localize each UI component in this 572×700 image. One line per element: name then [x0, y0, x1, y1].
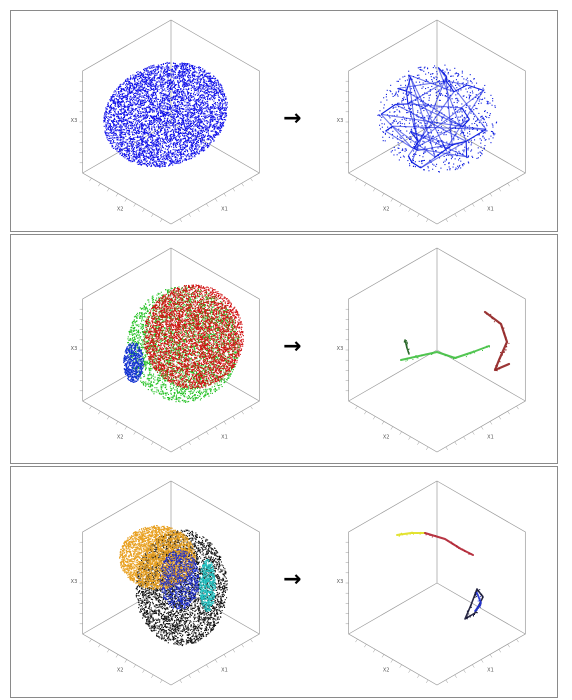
- point-cloud-blue: [103, 61, 228, 168]
- axis-label-x2: X2: [117, 668, 124, 674]
- trajectory-yellow: [396, 531, 426, 537]
- axis-labels: X3 X2 X1: [337, 346, 494, 441]
- axis-labels: X3 X2 X1: [337, 579, 494, 674]
- axis-label-x2: X2: [383, 435, 390, 441]
- plot3d-right: X3 X2 X1: [337, 19, 526, 225]
- axis-labels: X3 X2 X1: [71, 118, 228, 213]
- axis-label-x1: X1: [221, 435, 228, 441]
- axis-label-x2: X2: [117, 435, 124, 441]
- trajectory-red: [424, 532, 474, 556]
- figure-row-1: → X3 X2 X1 X3 X2 X1: [10, 10, 558, 232]
- axis-label-x1: X1: [487, 435, 494, 441]
- axis-labels: X3 X2 X1: [71, 346, 228, 441]
- network-cloud: [380, 67, 487, 169]
- axis-label-x3: X3: [337, 579, 344, 585]
- plot3d-left: X3 X2 X1: [71, 480, 260, 686]
- transform-arrow: →: [283, 336, 301, 358]
- cube-frame: [348, 480, 526, 686]
- tick-marks: [79, 541, 253, 684]
- point-cloud-blue: [159, 549, 200, 610]
- trajectory-black: [464, 588, 484, 620]
- axis-label-x2: X2: [117, 207, 124, 213]
- cube-frame: [348, 19, 526, 225]
- transform-arrow: →: [283, 569, 301, 591]
- point-cloud-cyan: [199, 559, 216, 612]
- axis-label-x3: X3: [71, 346, 78, 352]
- figure-row-2: → X3 X2 X1 X3 X2 X1: [10, 234, 558, 464]
- axis-label-x1: X1: [221, 668, 228, 674]
- tick-marks: [79, 308, 253, 451]
- transform-arrow: →: [283, 108, 301, 130]
- tick-marks: [345, 541, 519, 684]
- trajectory-darkred: [483, 310, 511, 372]
- axis-labels: X3 X2 X1: [337, 118, 494, 213]
- point-cloud-blue: [123, 342, 144, 383]
- axis-label-x2: X2: [383, 207, 390, 213]
- trajectory-blue: [474, 591, 482, 612]
- axis-label-x3: X3: [337, 118, 344, 124]
- tick-marks: [79, 80, 253, 223]
- plot3d-right: X3 X2 X1: [337, 480, 526, 686]
- axis-labels: X3 X2 X1: [71, 579, 228, 674]
- cube-frame: [348, 247, 526, 453]
- axis-label-x3: X3: [71, 118, 78, 124]
- axis-label-x1: X1: [487, 207, 494, 213]
- point-cloud-red: [143, 284, 244, 390]
- plot3d-left: X3 X2 X1: [71, 19, 260, 225]
- tick-marks: [345, 308, 519, 451]
- axis-label-x1: X1: [221, 207, 228, 213]
- figure-row-3: → X3 X2 X1 X3 X2 X1: [10, 466, 558, 698]
- tick-marks: [345, 80, 519, 223]
- axis-label-x3: X3: [71, 579, 78, 585]
- trajectory-green: [400, 345, 490, 362]
- plot3d-left: X3 X2 X1: [71, 247, 260, 453]
- trajectory-darkgreen: [403, 339, 410, 355]
- axis-label-x2: X2: [383, 668, 390, 674]
- axis-label-x1: X1: [487, 668, 494, 674]
- network-points: [377, 64, 498, 173]
- axis-label-x3: X3: [337, 346, 344, 352]
- plot3d-right: X3 X2 X1: [337, 247, 526, 453]
